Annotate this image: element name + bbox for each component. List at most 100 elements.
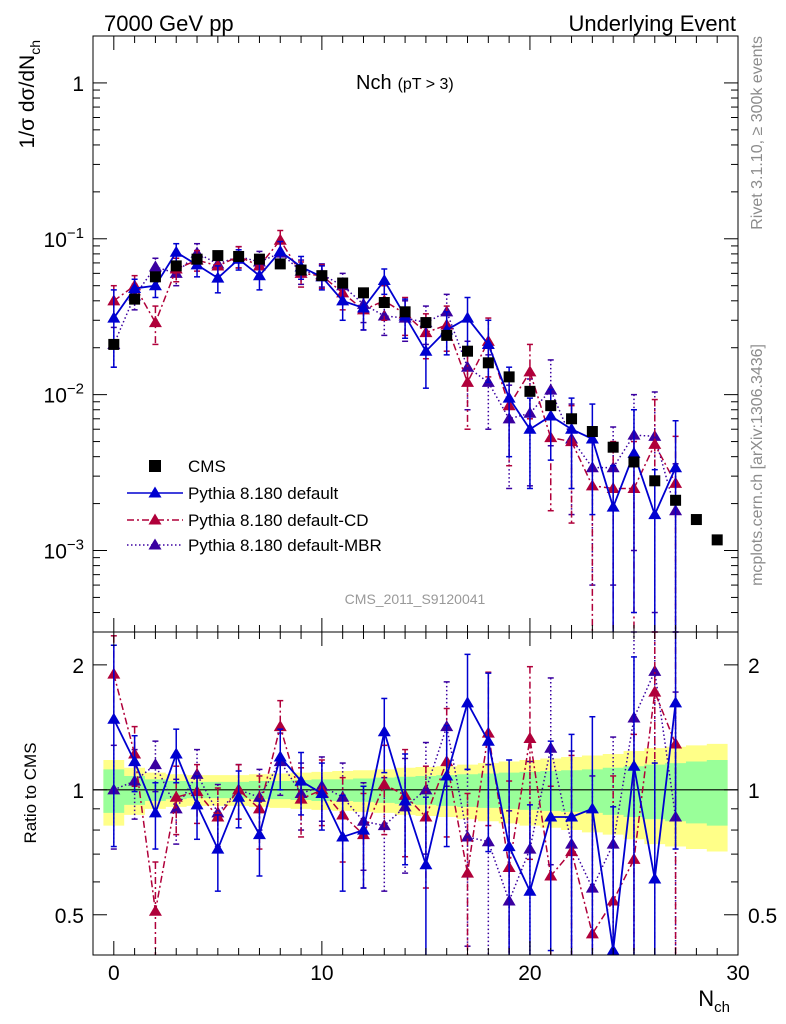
main-point-default: [481, 337, 495, 349]
main-point-cms: [586, 426, 598, 438]
ratio-line-default: [112, 700, 677, 951]
ratio-point-default: [128, 755, 142, 767]
main-point-cms: [337, 277, 349, 289]
main-point-cms: [274, 258, 286, 270]
ratio-axes: 0.5 0.51 12 20 10 20 30: [55, 632, 777, 985]
main-point-cms: [108, 338, 120, 350]
watermark: CMS_2011_S9120041: [345, 591, 486, 607]
main-point-cd: [461, 375, 475, 387]
main-point-default: [627, 446, 641, 458]
main-point-default: [648, 508, 662, 520]
main-point-default: [606, 500, 620, 512]
ratio-point-cd: [377, 777, 391, 790]
ratio-point-default: [461, 696, 475, 708]
ratio-point-default: [627, 759, 641, 771]
main-point-cms: [170, 260, 182, 272]
main-point-mbr: [148, 260, 162, 272]
main-title-suffix: (pT > 3): [398, 76, 454, 93]
ratio-point-default: [211, 842, 225, 854]
ratio-ytick-label-right: 1: [748, 780, 760, 803]
main-series-cms: [108, 250, 723, 546]
main-point-default: [565, 422, 579, 434]
main-point-default: [169, 245, 183, 257]
ratio-point-default: [440, 769, 454, 781]
main-line-default: [113, 250, 677, 518]
main-ytick-label: 10−1: [44, 225, 84, 252]
main-point-default: [377, 273, 391, 286]
ratio-point-default: [585, 802, 599, 814]
main-point-cms: [378, 297, 390, 309]
legend-label-default: Pythia 8.180 default: [188, 484, 339, 503]
ratio-ylabel: Ratio to CMS: [21, 742, 40, 843]
main-ylabel: 1/σ dσ/dNch: [16, 40, 43, 148]
main-point-cms: [711, 534, 723, 546]
main-point-cms: [191, 253, 203, 265]
main-point-default: [523, 422, 537, 434]
main-panel: 110−110−210−3 1/σ dσ/dNch Nch (pT > 3) CM…: [16, 35, 739, 633]
ratio-point-default: [148, 806, 162, 818]
legend-marker-default: [148, 486, 162, 498]
legend-marker-mbr: [148, 538, 162, 550]
main-point-cms: [503, 371, 515, 383]
ratio-point-default: [419, 858, 433, 870]
ratio-point-default: [669, 696, 683, 708]
ratio-point-default: [107, 712, 121, 724]
ratio-point-default: [273, 750, 287, 762]
ratio-ytick-label-right: 2: [748, 655, 760, 678]
main-point-default: [107, 311, 121, 323]
ratio-point-default: [336, 830, 350, 842]
legend-label-mbr: Pythia 8.180 default-MBR: [188, 536, 382, 555]
ratio-frame: [92, 631, 739, 956]
main-ytick-exp: −1: [67, 225, 84, 242]
mcplots-label: mcplots.cern.ch [arXiv:1306.3436]: [749, 344, 766, 586]
main-point-cms: [233, 250, 245, 262]
main-point-cms: [253, 253, 265, 265]
main-point-default: [585, 432, 599, 444]
ratio-point-mbr: [190, 767, 204, 779]
ratio-point-cd: [461, 866, 475, 878]
x-tick-label: 20: [518, 962, 541, 985]
main-title: Nch (pT > 3): [356, 72, 454, 94]
ratio-point-default: [502, 840, 516, 852]
main-ytick-label: 10−2: [44, 381, 84, 408]
ratio-series-layer: [107, 631, 683, 956]
main-point-cms: [628, 456, 640, 468]
main-point-default: [502, 391, 516, 403]
ratio-ytick-label-left: 0.5: [55, 905, 84, 928]
x-tick-label: 10: [310, 962, 333, 985]
main-point-cms: [482, 357, 494, 369]
main-ylabel-text: 1/σ dσ/dN: [16, 55, 39, 149]
header-right: Underlying Event: [568, 11, 736, 36]
main-ytick-exp: −2: [67, 381, 84, 398]
x-tick-label: 0: [108, 962, 120, 985]
ratio-point-default: [398, 794, 412, 806]
ratio-point-cd: [148, 904, 162, 916]
main-ytick-label: 10−3: [44, 537, 84, 564]
ratio-point-default: [315, 786, 329, 799]
ratio-point-default: [544, 810, 558, 822]
main-point-default: [252, 269, 266, 281]
legend-entry-cd: Pythia 8.180 default-CD: [127, 511, 369, 530]
main-point-cms: [441, 329, 453, 341]
main-point-default: [356, 301, 370, 313]
ratio-point-cd: [273, 720, 287, 732]
main-point-default: [148, 279, 162, 291]
legend-marker-cms: [149, 460, 161, 472]
main-point-cms: [462, 345, 474, 357]
main-point-cms: [212, 250, 224, 262]
main-series-layer: [107, 229, 723, 632]
main-point-default: [419, 344, 433, 356]
x-axis-label-sub: ch: [714, 999, 730, 1016]
main-series-mbr: [107, 242, 683, 632]
ratio-point-default: [356, 823, 370, 835]
main-ytick-base: 10: [44, 385, 67, 408]
main-point-default: [461, 311, 475, 323]
legend-label-cms: CMS: [188, 457, 226, 476]
ratio-point-default: [565, 810, 579, 822]
ratio-ytick-label-right: 0.5: [748, 905, 777, 928]
ratio-ytick-label-left: 2: [72, 655, 84, 678]
ratio-point-default: [481, 734, 495, 746]
ratio-point-default: [523, 884, 537, 896]
x-tick-label: 30: [726, 962, 749, 985]
